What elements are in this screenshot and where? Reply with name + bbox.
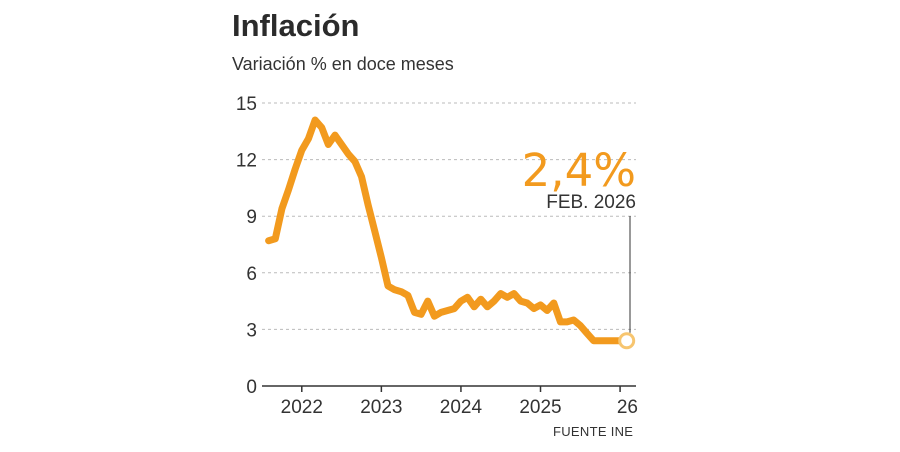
source-note: FUENTE INE — [553, 424, 634, 439]
y-tick-label: 9 — [246, 207, 257, 228]
x-tick-label: 2024 — [440, 397, 483, 418]
y-tick-label: 6 — [246, 264, 257, 285]
highlight-date-label: FEB. 2026 — [546, 192, 636, 213]
chart-subtitle: Variación % en doce meses — [232, 54, 454, 74]
y-tick-label: 0 — [246, 377, 257, 398]
series-line — [265, 116, 631, 345]
grid-lines — [262, 102, 636, 330]
chart-title: Inflación — [232, 8, 360, 43]
y-axis-labels: 0 3 6 9 12 15 — [236, 94, 257, 398]
y-tick-label: 12 — [236, 151, 257, 172]
x-tick-label: 2025 — [519, 397, 561, 418]
x-axis — [262, 385, 636, 392]
y-tick-label: 3 — [246, 320, 257, 341]
x-tick-label: 2022 — [281, 397, 323, 418]
y-tick-label: 15 — [236, 94, 257, 115]
series-layer — [265, 116, 636, 350]
x-tick-label: 26 — [617, 397, 638, 418]
highlight-value-label: 2,4% — [522, 144, 636, 197]
x-tick-label: 2023 — [360, 397, 402, 418]
x-axis-labels: 2022 2023 2024 2025 26 — [281, 397, 638, 418]
last-point-marker — [618, 332, 636, 350]
